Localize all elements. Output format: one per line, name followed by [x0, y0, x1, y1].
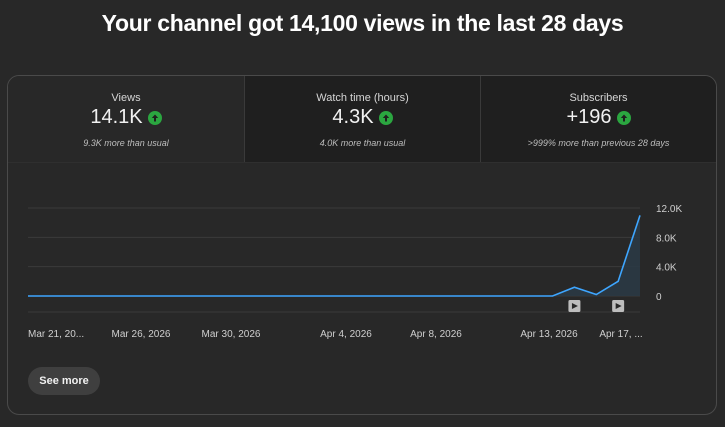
metric-note: 9.3K more than usual — [83, 138, 169, 148]
metric-value: +196 — [566, 106, 612, 128]
y-tick-label: 8.0K — [656, 233, 677, 244]
x-tick-label: Apr 17, ... — [599, 329, 642, 340]
headline: Your channel got 14,100 views in the las… — [101, 10, 624, 36]
y-tick-label: 0 — [656, 292, 662, 303]
x-tick-label: Mar 21, 20... — [28, 329, 84, 340]
metric-tab-subscribers[interactable]: Subscribers +196 >999% more than previou… — [480, 76, 716, 162]
metric-tabs: Views 14.1K 9.3K more than usual Watch t… — [8, 76, 716, 163]
video-play-icon-glyph — [615, 303, 622, 309]
metric-label: Watch time (hours) — [316, 92, 409, 104]
y-tick-label: 12.0K — [656, 204, 682, 215]
metric-label: Views — [111, 92, 141, 104]
video-play-icon-glyph — [571, 303, 578, 309]
series-area — [28, 215, 640, 296]
metric-tab-watch-time[interactable]: Watch time (hours) 4.3K 4.0K more than u… — [244, 76, 480, 162]
x-tick-label: Apr 4, 2026 — [320, 329, 372, 340]
metric-tab-views[interactable]: Views 14.1K 9.3K more than usual — [8, 76, 244, 162]
metric-label: Subscribers — [569, 92, 628, 104]
metric-value: 14.1K — [90, 106, 143, 128]
metric-note: >999% more than previous 28 days — [527, 138, 670, 148]
arrow-up-circle-icon — [616, 110, 631, 125]
x-tick-label: Apr 8, 2026 — [410, 329, 462, 340]
metric-value: 4.3K — [332, 106, 374, 128]
y-tick-label: 4.0K — [656, 263, 677, 274]
arrow-up-circle-icon — [378, 110, 393, 125]
x-tick-label: Mar 26, 2026 — [112, 329, 171, 340]
x-tick-label: Apr 13, 2026 — [520, 329, 578, 340]
series-line — [28, 215, 641, 297]
views-line-chart: 12.0K 8.0K 4.0K 0 Mar 21, 20... Mar 26, 2026 M… — [28, 204, 682, 340]
x-tick-label: Mar 30, 2026 — [202, 329, 261, 340]
see-more-button[interactable]: See more — [28, 367, 100, 395]
metric-note: 4.0K more than usual — [319, 138, 406, 148]
overview-card: Views 14.1K 9.3K more than usual Watch t… — [7, 75, 717, 415]
arrow-up-circle-icon — [147, 110, 162, 125]
